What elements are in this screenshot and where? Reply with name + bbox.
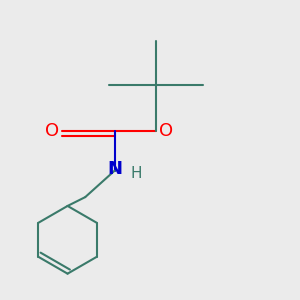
Text: O: O [45, 122, 59, 140]
Text: N: N [107, 160, 122, 178]
Text: H: H [131, 166, 142, 181]
Text: O: O [159, 122, 173, 140]
